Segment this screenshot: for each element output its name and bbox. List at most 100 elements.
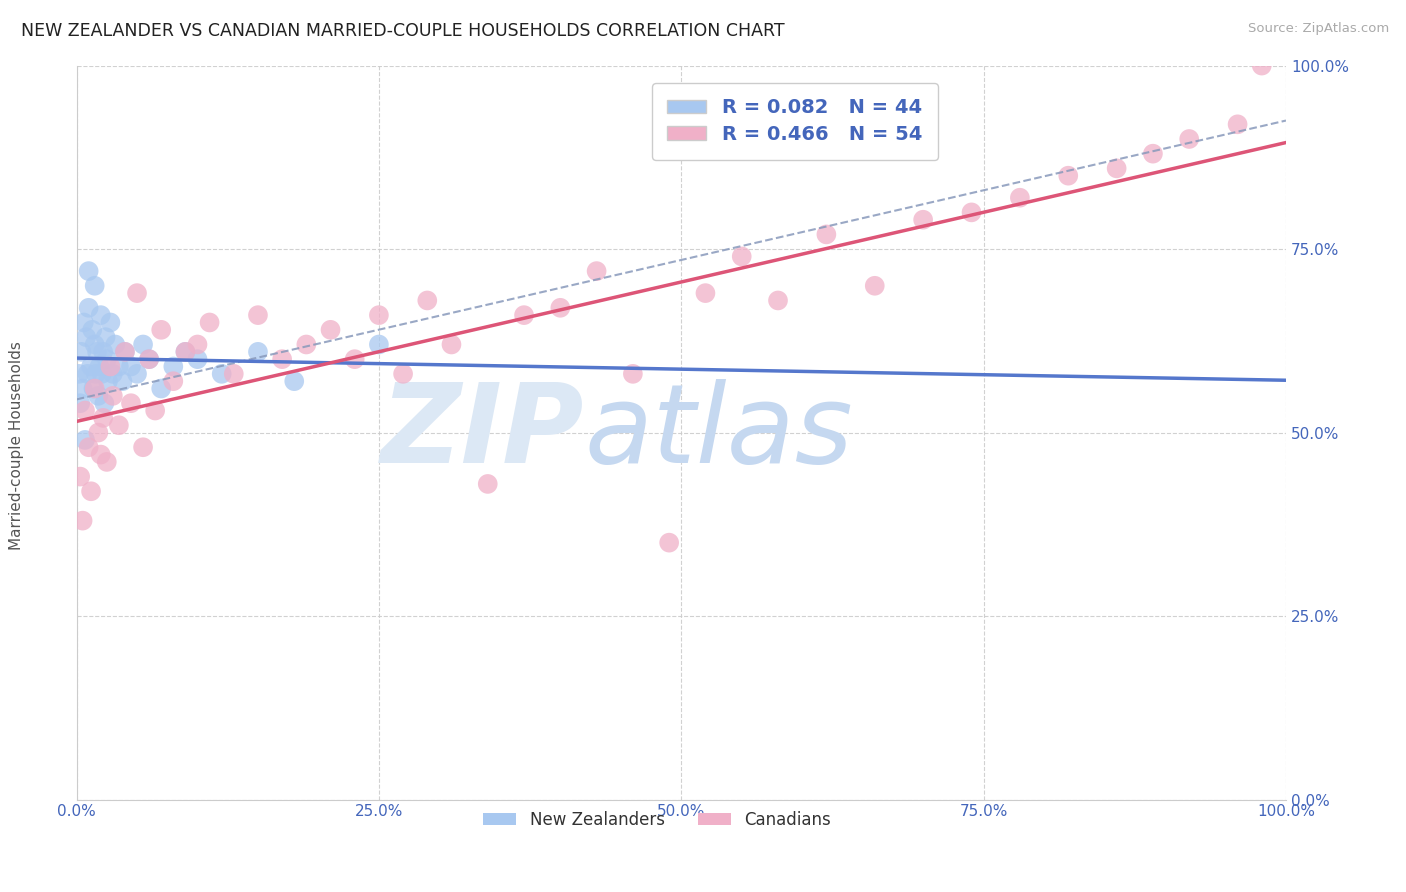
Point xyxy=(104,337,127,351)
Point xyxy=(271,352,294,367)
Point xyxy=(1226,117,1249,131)
Point xyxy=(143,403,166,417)
Point xyxy=(658,535,681,549)
Point xyxy=(162,359,184,374)
Point xyxy=(731,249,754,263)
Point xyxy=(96,352,118,367)
Point xyxy=(150,382,173,396)
Point xyxy=(138,352,160,367)
Point xyxy=(114,344,136,359)
Point xyxy=(114,344,136,359)
Point xyxy=(766,293,789,308)
Point xyxy=(343,352,366,367)
Point xyxy=(77,264,100,278)
Point xyxy=(67,367,90,381)
Text: Source: ZipAtlas.com: Source: ZipAtlas.com xyxy=(1249,22,1389,36)
Point xyxy=(93,396,115,410)
Point xyxy=(120,396,142,410)
Point xyxy=(94,330,117,344)
Point xyxy=(125,367,148,381)
Legend: New Zealanders, Canadians: New Zealanders, Canadians xyxy=(477,804,838,835)
Point xyxy=(1057,169,1080,183)
Point xyxy=(83,382,105,396)
Text: atlas: atlas xyxy=(585,379,853,486)
Point xyxy=(222,367,245,381)
Point xyxy=(392,367,415,381)
Point xyxy=(174,344,197,359)
Point xyxy=(440,337,463,351)
Point xyxy=(138,352,160,367)
Point xyxy=(76,367,98,381)
Point xyxy=(621,367,644,381)
Point xyxy=(80,359,103,374)
Point xyxy=(72,514,94,528)
Point xyxy=(97,374,120,388)
Point xyxy=(367,337,389,351)
Point xyxy=(87,425,110,440)
Point xyxy=(84,367,107,381)
Point xyxy=(246,308,269,322)
Point xyxy=(283,374,305,388)
Point xyxy=(72,382,94,396)
Text: Married-couple Households: Married-couple Households xyxy=(10,342,24,550)
Point xyxy=(912,212,935,227)
Point xyxy=(82,323,104,337)
Point xyxy=(80,484,103,499)
Point xyxy=(82,382,104,396)
Point xyxy=(1250,59,1272,73)
Point xyxy=(477,477,499,491)
Point xyxy=(198,316,221,330)
Point xyxy=(863,278,886,293)
Point xyxy=(150,323,173,337)
Point xyxy=(585,264,607,278)
Point xyxy=(77,301,100,315)
Point xyxy=(108,418,131,433)
Point xyxy=(91,410,114,425)
Point xyxy=(186,337,208,351)
Point xyxy=(120,359,142,374)
Point xyxy=(91,367,114,381)
Point xyxy=(89,359,111,374)
Point xyxy=(125,286,148,301)
Point xyxy=(111,374,134,388)
Point xyxy=(73,316,96,330)
Point xyxy=(960,205,983,219)
Point xyxy=(96,455,118,469)
Point xyxy=(101,389,124,403)
Point xyxy=(416,293,439,308)
Point xyxy=(550,301,572,315)
Point xyxy=(186,352,208,367)
Point xyxy=(108,359,131,374)
Point xyxy=(91,344,114,359)
Point xyxy=(90,308,112,322)
Point xyxy=(83,278,105,293)
Point xyxy=(90,448,112,462)
Point xyxy=(132,337,155,351)
Point xyxy=(83,337,105,351)
Point xyxy=(295,337,318,351)
Point xyxy=(1178,132,1201,146)
Point xyxy=(246,344,269,359)
Point xyxy=(69,396,91,410)
Text: NEW ZEALANDER VS CANADIAN MARRIED-COUPLE HOUSEHOLDS CORRELATION CHART: NEW ZEALANDER VS CANADIAN MARRIED-COUPLE… xyxy=(21,22,785,40)
Text: ZIP: ZIP xyxy=(381,379,585,486)
Point xyxy=(77,440,100,454)
Point xyxy=(1008,191,1031,205)
Point xyxy=(75,330,97,344)
Point xyxy=(162,374,184,388)
Point xyxy=(513,308,536,322)
Point xyxy=(100,316,122,330)
Point xyxy=(73,433,96,447)
Point xyxy=(174,344,197,359)
Point xyxy=(211,367,233,381)
Point xyxy=(87,389,110,403)
Point xyxy=(132,440,155,454)
Point xyxy=(367,308,389,322)
Point xyxy=(70,344,93,359)
Point xyxy=(319,323,342,337)
Point xyxy=(86,344,108,359)
Point xyxy=(1142,146,1164,161)
Point xyxy=(695,286,717,301)
Point xyxy=(100,359,122,374)
Point xyxy=(73,403,96,417)
